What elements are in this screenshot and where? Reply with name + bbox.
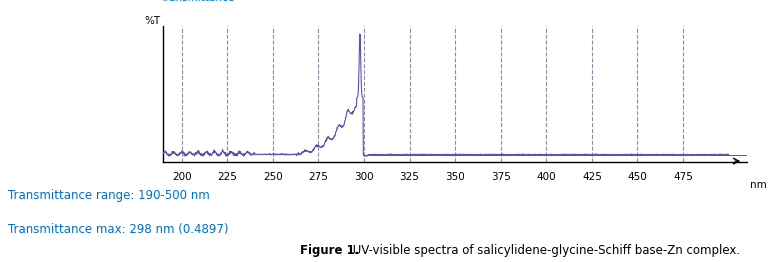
Text: Figure 1.: Figure 1. [300,244,359,257]
Text: UV-visible spectra of salicylidene-glycine-Schiff base-Zn complex.: UV-visible spectra of salicylidene-glyci… [349,244,740,257]
Text: Transmittance max: 298 nm (0.4897): Transmittance max: 298 nm (0.4897) [8,223,228,236]
Text: Transmittance range: 190-500 nm: Transmittance range: 190-500 nm [8,189,209,202]
Text: nm: nm [750,180,766,190]
Text: %T: %T [145,16,160,26]
Text: Transmittance: Transmittance [160,0,235,3]
